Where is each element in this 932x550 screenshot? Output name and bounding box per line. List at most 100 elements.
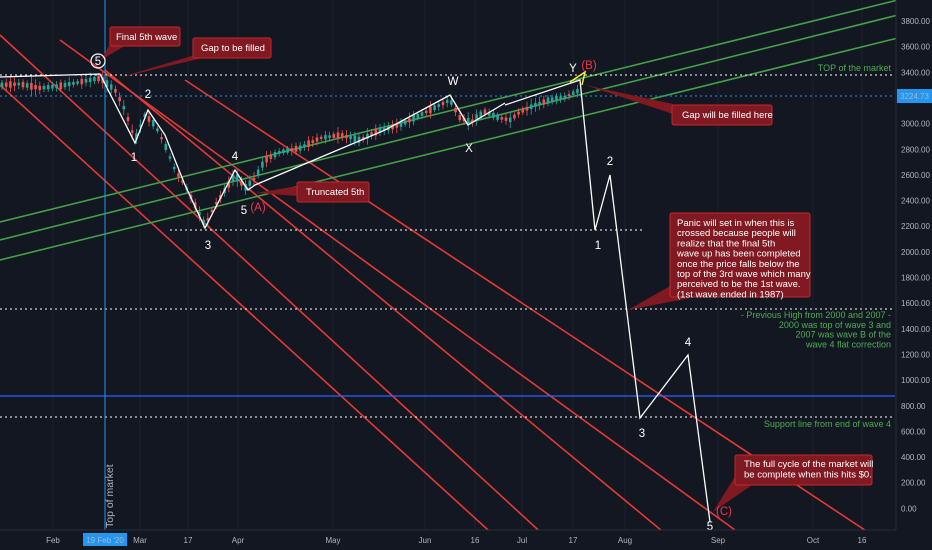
candle-body <box>160 137 163 140</box>
y-axis: 3800.003600.003400.003200.003000.002800.… <box>901 17 930 513</box>
candle-body <box>328 135 331 138</box>
text-line: (1st wave ended in 1987) <box>677 289 784 300</box>
candle-body <box>9 81 12 88</box>
y-tick-label: 1200.00 <box>901 350 930 359</box>
wave-label-5-top: 5 <box>95 56 101 68</box>
wave-label-B: (B) <box>581 60 597 72</box>
candle-body <box>227 181 231 188</box>
candle-body <box>399 122 403 127</box>
candle-body <box>555 95 558 102</box>
previous-high-note: - Previous High from 2000 and 2007 -2000… <box>741 310 891 349</box>
proj-wave-2: 2 <box>607 156 613 168</box>
proj-wave-3: 3 <box>639 428 645 440</box>
candle-body <box>256 169 260 175</box>
candle-body <box>156 128 159 132</box>
candle-body <box>21 81 25 88</box>
y-tick-label: 600.00 <box>901 427 926 436</box>
candle-body <box>172 166 176 170</box>
candle-body <box>118 97 121 102</box>
candle-body <box>114 88 117 93</box>
candle-body <box>0 82 4 88</box>
x-tick-label: 17 <box>184 536 193 545</box>
candle-body <box>315 137 319 142</box>
candle-body <box>357 136 361 143</box>
proj-wave-1: 1 <box>595 240 601 252</box>
y-tick-label: 2200.00 <box>901 222 930 231</box>
x-tick-label: May <box>325 536 340 545</box>
candle-body <box>17 82 21 86</box>
candle-body <box>424 110 428 114</box>
svg-text:Panic will set in when this is: Panic will set in when this is crossed be… <box>676 218 811 300</box>
candle-body <box>269 154 273 159</box>
y-tick-label: 1400.00 <box>901 325 930 334</box>
x-tick-label: Oct <box>807 536 820 545</box>
svg-text:Gap will be filled here: Gap will be filled here <box>682 110 773 121</box>
candle-body <box>445 99 449 103</box>
candle-body <box>483 109 487 115</box>
candle-body <box>374 128 378 136</box>
candle-body <box>147 116 151 122</box>
candle-body <box>550 97 554 102</box>
wave-label-Y: Y <box>569 63 577 75</box>
candle-body <box>72 81 75 85</box>
candle-body <box>324 135 327 140</box>
candle-body <box>332 133 336 138</box>
candle-body <box>109 84 113 90</box>
candle-body <box>395 123 399 128</box>
proj-wave-4: 4 <box>685 337 692 349</box>
candle-body <box>143 113 147 118</box>
candle-body <box>525 106 529 111</box>
price-badge <box>897 89 932 103</box>
candle-body <box>46 85 50 90</box>
text-line: top of the 3rd wave which many <box>677 269 811 280</box>
candle-body <box>303 144 306 148</box>
candle-body <box>80 78 84 85</box>
candle-body <box>458 115 462 121</box>
candle-body <box>25 83 29 88</box>
candle-body <box>349 136 352 140</box>
x-tick-label: 17 <box>569 536 578 545</box>
candle-body <box>382 127 386 131</box>
candle-body <box>240 181 243 186</box>
candle-body <box>378 127 382 133</box>
candle-body <box>429 106 432 114</box>
candle-body <box>416 113 420 119</box>
candle-body <box>487 111 491 116</box>
candle-body <box>202 219 205 225</box>
wave-label-1: 1 <box>131 152 137 164</box>
candle-body <box>76 81 79 84</box>
y-tick-label: 3000.00 <box>901 120 930 129</box>
x-tick-label: Mar <box>133 536 147 545</box>
x-tick-label: Jun <box>419 536 432 545</box>
text-line: - Previous High from 2000 and 2007 - <box>741 310 891 320</box>
candle-body <box>508 117 512 123</box>
y-tick-label: 2000.00 <box>901 248 930 257</box>
candle-body <box>492 112 495 118</box>
candle-body <box>235 174 239 182</box>
candle-body <box>84 78 88 83</box>
y-tick-label: 3600.00 <box>901 43 930 52</box>
top-of-market-vertical-note: Top of market <box>104 464 116 528</box>
candle-body <box>181 179 184 183</box>
candle-body <box>466 117 470 125</box>
wave-label-A: (A) <box>250 202 266 214</box>
text-line: realize that the final 5th <box>677 238 775 249</box>
candle-body <box>504 117 508 121</box>
candle-body <box>130 130 134 133</box>
candle-body <box>55 84 58 89</box>
candle-body <box>164 143 168 151</box>
candle-body <box>290 148 294 152</box>
candle-body <box>294 145 298 152</box>
candle-body <box>450 100 453 105</box>
svg-text:The full cycle of the market w: The full cycle of the market will be comp… <box>744 459 873 481</box>
y-tick-label: 1800.00 <box>901 274 930 283</box>
candlesticks <box>0 71 579 228</box>
date-badge <box>83 533 127 546</box>
candle-body <box>559 96 562 100</box>
text-line: crossed because people will <box>677 228 796 239</box>
wave-label-X: X <box>465 143 473 155</box>
candle-body <box>513 114 516 119</box>
candle-body <box>546 97 550 104</box>
candle-body <box>542 99 546 105</box>
